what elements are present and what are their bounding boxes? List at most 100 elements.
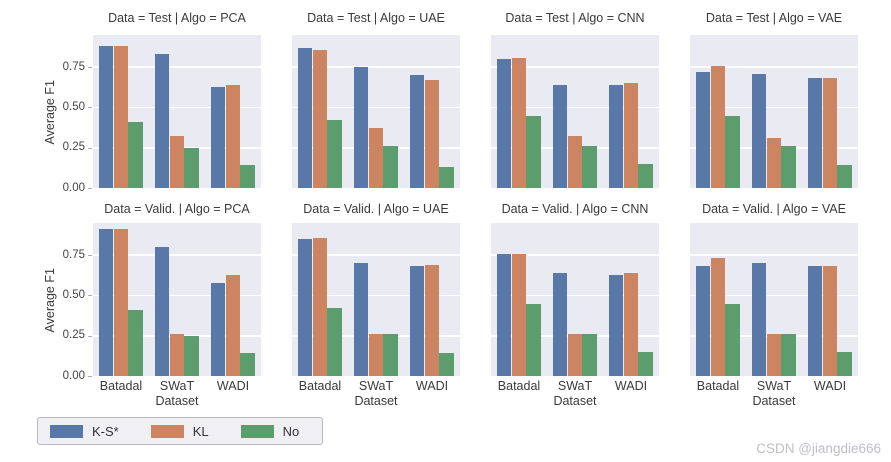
bar-K-S*-Batadal (496, 253, 512, 376)
x-tick-label: Batadal (696, 379, 740, 393)
facet-title: Data = Test | Algo = PCA (108, 11, 246, 25)
bar-KL-SWaT (169, 334, 184, 376)
bar-No-WADI (240, 165, 255, 188)
gridline (292, 254, 460, 256)
bar-K-S*-WADI (409, 75, 425, 188)
y-tick-mark (88, 376, 92, 377)
gridline (491, 106, 659, 109)
legend-item-No: No (240, 424, 299, 439)
watermark: CSDN @jiangdie666 (756, 441, 881, 456)
bar-KL-Batadal (113, 46, 128, 188)
bar-No-SWaT (582, 334, 597, 376)
facet-title: Data = Test | Algo = UAE (307, 11, 445, 25)
bar-No-Batadal (128, 121, 143, 188)
bar-No-WADI (439, 167, 454, 188)
bar-KL-Batadal (710, 65, 725, 188)
plot-area (292, 223, 460, 376)
y-tick-label: 0.50 (62, 288, 85, 301)
x-tick-label: SWaT (557, 379, 593, 393)
bar-No-Batadal (327, 308, 342, 376)
bar-K-S*-WADI (210, 86, 226, 188)
x-tick-label: Batadal (497, 379, 541, 393)
bar-KL-SWaT (766, 334, 781, 376)
bar-No-SWaT (383, 334, 398, 376)
y-tick-mark (88, 188, 92, 189)
bar-K-S*-WADI (409, 266, 425, 376)
bar-No-Batadal (725, 303, 740, 376)
gridline (690, 294, 858, 297)
x-axis-label: Dataset (752, 394, 796, 408)
legend-label: K-S* (92, 423, 119, 439)
bar-No-SWaT (582, 146, 597, 188)
gridline (93, 254, 261, 256)
gridline (690, 66, 858, 68)
gridline (690, 106, 858, 109)
bar-K-S*-Batadal (98, 229, 114, 376)
x-tick-label: WADI (614, 379, 648, 393)
facet-title: Data = Test | Algo = CNN (505, 11, 645, 25)
y-tick-mark (88, 67, 92, 69)
x-tick-label: WADI (813, 379, 847, 393)
x-tick-label: Batadal (99, 379, 143, 393)
gridline (491, 254, 659, 256)
bar-No-Batadal (725, 115, 740, 188)
y-tick-mark (88, 255, 92, 257)
bar-No-WADI (439, 353, 454, 376)
legend: K-S* KL No (37, 417, 323, 445)
plot-area (93, 223, 261, 376)
gridline (93, 294, 261, 297)
plot-area (491, 223, 659, 376)
bar-KL-Batadal (312, 237, 327, 376)
y-tick-mark (88, 335, 92, 337)
gridline (93, 66, 261, 68)
bar-No-SWaT (184, 147, 199, 188)
y-tick-mark (88, 107, 92, 109)
bar-KL-Batadal (710, 258, 725, 376)
y-axis-label: Average F1 (42, 267, 57, 332)
bar-K-S*-Batadal (695, 266, 711, 376)
plot-area (93, 35, 261, 188)
bar-KL-Batadal (511, 253, 526, 376)
bar-KL-WADI (822, 78, 837, 188)
bar-No-SWaT (781, 334, 796, 376)
bar-KL-WADI (424, 264, 439, 376)
bar-KL-SWaT (169, 136, 184, 188)
bar-No-Batadal (526, 303, 541, 376)
plot-area (292, 35, 460, 188)
bar-KL-WADI (623, 83, 638, 188)
bar-KL-SWaT (766, 138, 781, 188)
bar-KL-SWaT (567, 136, 582, 188)
bar-K-S*-WADI (210, 282, 226, 376)
bar-No-Batadal (327, 120, 342, 188)
gridline (292, 294, 460, 297)
bar-No-WADI (240, 353, 255, 376)
bar-KL-WADI (424, 80, 439, 188)
facet-title: Data = Valid. | Algo = VAE (702, 202, 846, 216)
facet-title: Data = Test | Algo = VAE (705, 11, 843, 25)
bar-K-S*-SWaT (154, 247, 170, 376)
bar-KL-Batadal (113, 229, 128, 376)
plot-area (690, 35, 858, 188)
bar-KL-SWaT (567, 334, 582, 376)
bar-KL-WADI (225, 84, 240, 188)
gridline (491, 294, 659, 297)
bar-KL-WADI (822, 266, 837, 376)
y-tick-label: 0.00 (62, 181, 85, 194)
bar-No-WADI (638, 163, 653, 188)
bar-K-S*-SWaT (751, 73, 767, 188)
y-tick-label: 0.00 (62, 369, 85, 382)
bar-KL-Batadal (312, 49, 327, 188)
bar-K-S*-SWaT (154, 54, 170, 188)
legend-swatch-KL (150, 424, 184, 438)
bar-K-S*-SWaT (552, 272, 568, 376)
legend-label: KL (192, 423, 209, 439)
y-tick-label: 0.25 (62, 329, 85, 342)
bar-K-S*-SWaT (353, 263, 369, 376)
bar-KL-SWaT (368, 334, 383, 376)
bar-K-S*-SWaT (552, 84, 568, 188)
bar-K-S*-Batadal (297, 47, 313, 188)
bar-No-Batadal (128, 309, 143, 376)
gridline (292, 66, 460, 68)
bar-K-S*-SWaT (353, 67, 369, 188)
